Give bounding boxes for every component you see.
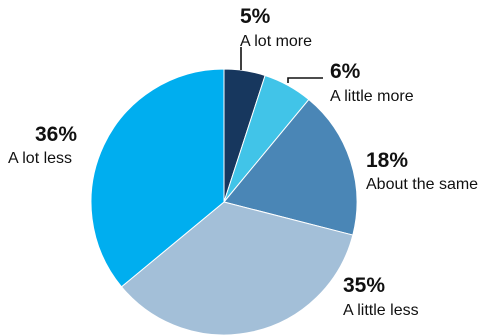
slice-label-a-lot-more: A lot more	[240, 33, 312, 50]
slice-label-a-little-less: A little less	[343, 302, 419, 319]
label-group-about-the-same: 18% About the same	[366, 149, 478, 193]
value-label-a-little-more: 6%	[330, 60, 361, 83]
value-label-a-little-less: 35%	[343, 274, 385, 297]
leader-line-a-little-more	[287, 77, 323, 83]
label-group-a-lot-less: 36% A lot less	[8, 123, 77, 167]
label-group-a-little-more: 6% A little more	[287, 60, 414, 105]
slices-layer	[90, 68, 358, 336]
pie-slice-about-the-same	[223, 98, 358, 236]
slice-label-about-the-same: About the same	[366, 176, 478, 193]
slice-label-a-little-more: A little more	[330, 88, 414, 105]
value-label-about-the-same: 18%	[366, 149, 408, 172]
slice-label-a-lot-less: A lot less	[8, 150, 72, 167]
pie-slice-a-lot-less	[90, 68, 225, 288]
label-group-a-lot-more: 5% A lot more	[240, 5, 312, 70]
value-label-a-lot-more: 5%	[240, 5, 271, 28]
label-group-a-little-less: 35% A little less	[343, 274, 419, 319]
pie-slice-a-little-less	[120, 201, 354, 336]
value-label-a-lot-less: 36%	[35, 123, 77, 146]
